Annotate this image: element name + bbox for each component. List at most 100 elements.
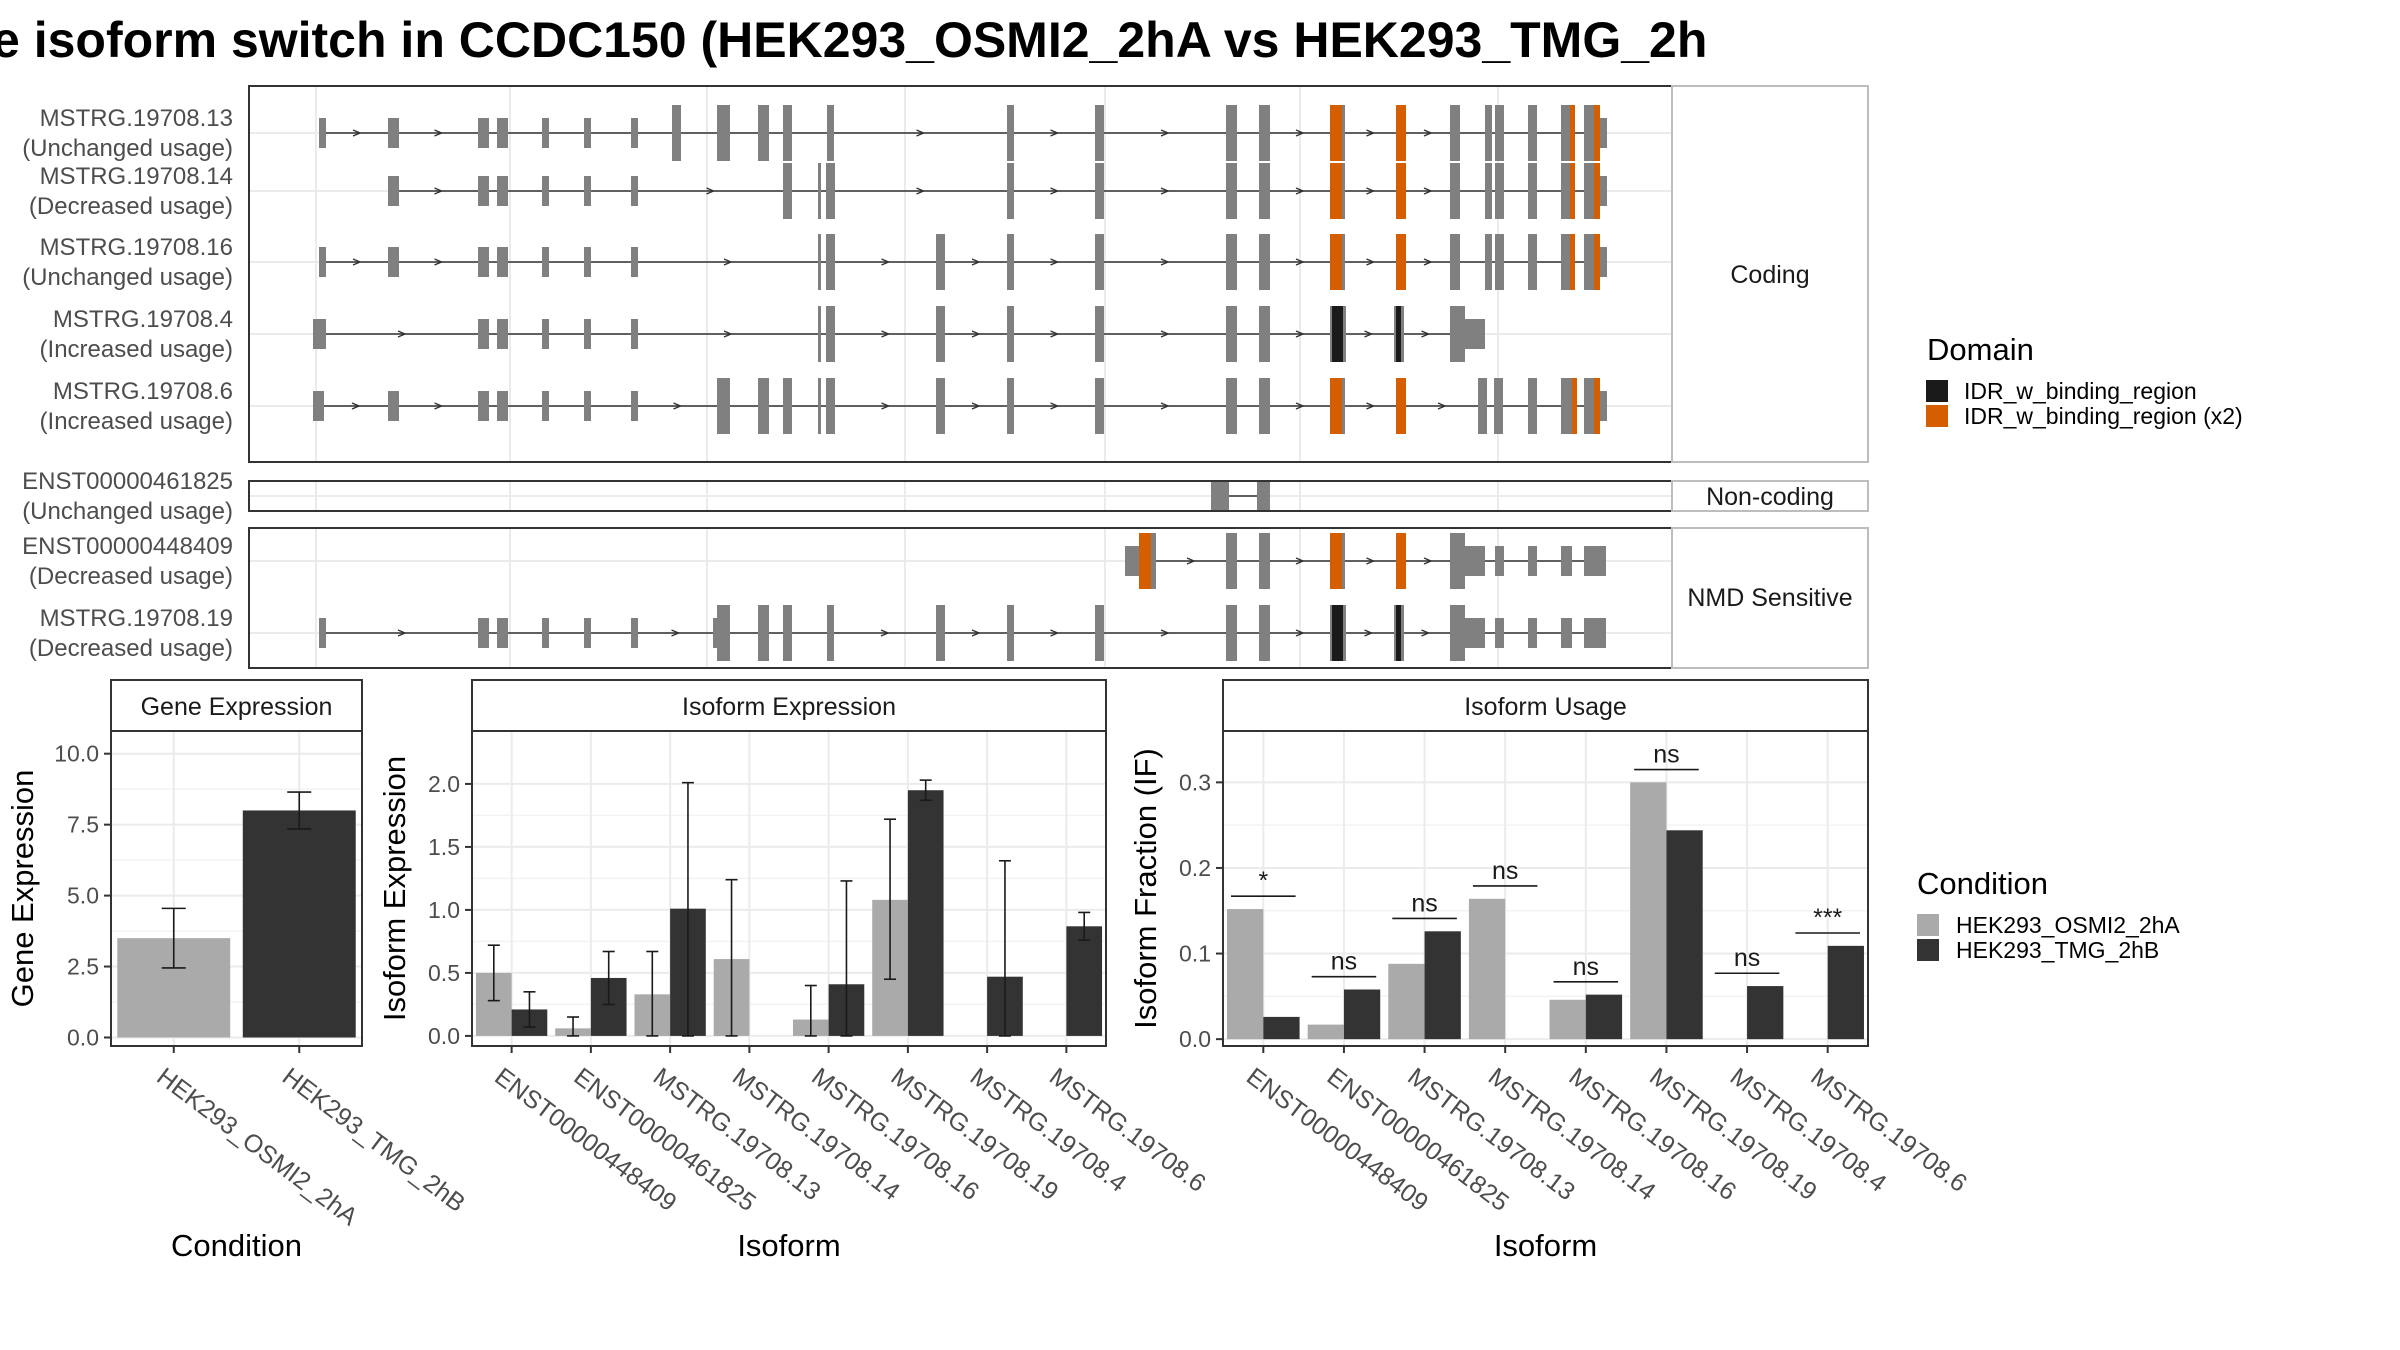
significance-label: * bbox=[1258, 867, 1268, 895]
strand-arrow bbox=[1366, 129, 1376, 137]
exon-block bbox=[1485, 234, 1492, 290]
x-axis-title: Isoform bbox=[737, 1228, 840, 1263]
exon-block bbox=[1450, 533, 1465, 589]
exon-block bbox=[542, 319, 549, 349]
isoform-id-label: ENST00000448409 bbox=[22, 533, 233, 560]
strand-arrow bbox=[673, 402, 683, 410]
exon-block bbox=[1495, 163, 1504, 219]
exon-block bbox=[1226, 234, 1237, 290]
exon-block bbox=[478, 247, 489, 277]
exon-block bbox=[936, 378, 945, 434]
condition-legend-swatch bbox=[1917, 914, 1939, 936]
group-strip bbox=[1671, 480, 1869, 512]
exon-block bbox=[1561, 546, 1572, 576]
y-tick-label: 0.1 bbox=[1179, 941, 1211, 967]
strand-arrow bbox=[1050, 187, 1060, 195]
domain-block bbox=[1330, 234, 1343, 290]
isoform-row bbox=[313, 306, 1485, 362]
strand-arrow bbox=[434, 258, 444, 266]
strand-arrow bbox=[881, 402, 891, 410]
domain-block bbox=[1330, 533, 1343, 589]
y-tick-label: 1.0 bbox=[428, 897, 460, 923]
chart-panel-1: Isoform Expression0.00.51.01.52.0ENST000… bbox=[377, 679, 1211, 1263]
exon-block bbox=[1528, 163, 1537, 219]
exon-block bbox=[319, 247, 326, 277]
exon-block bbox=[584, 618, 591, 648]
exon-block bbox=[1095, 163, 1104, 219]
domain-block bbox=[1594, 105, 1600, 161]
strand-arrow bbox=[434, 402, 444, 410]
strand-arrow bbox=[1423, 258, 1433, 266]
domain-block bbox=[1396, 306, 1401, 362]
exon-block bbox=[388, 391, 399, 421]
strand-arrow bbox=[1160, 258, 1170, 266]
exon-block bbox=[1584, 378, 1595, 434]
y-tick-label: 2.0 bbox=[428, 771, 460, 797]
y-axis-title: Isoform Fraction (IF) bbox=[1128, 748, 1163, 1029]
domain-legend-label: IDR_w_binding_region (x2) bbox=[1964, 403, 2243, 429]
domain-block bbox=[1396, 378, 1406, 434]
exon-block bbox=[1478, 378, 1487, 434]
exon-block bbox=[717, 605, 730, 661]
y-tick-label: 10.0 bbox=[54, 741, 99, 767]
strand-arrow bbox=[1186, 557, 1196, 565]
isoform-group-non-coding: Non-coding bbox=[248, 480, 1869, 512]
isoform-id-label: MSTRG.19708.4 bbox=[53, 306, 233, 333]
isoform-id-label: ENST00000461825 bbox=[22, 468, 233, 495]
exon-block bbox=[478, 618, 489, 648]
bar bbox=[1585, 994, 1623, 1040]
strand-arrow bbox=[1295, 330, 1305, 338]
exon-block bbox=[1095, 105, 1104, 161]
bar bbox=[907, 790, 944, 1036]
domain-legend-swatch bbox=[1926, 380, 1948, 402]
bar bbox=[1424, 931, 1461, 1040]
exon-block bbox=[818, 163, 821, 219]
group-strip-label: NMD Sensitive bbox=[1687, 584, 1852, 612]
exon-block bbox=[1211, 481, 1229, 511]
exon-block bbox=[826, 234, 835, 290]
strand-arrow bbox=[1295, 258, 1305, 266]
strand-arrow bbox=[397, 629, 407, 637]
exon-block bbox=[584, 319, 591, 349]
exon-block bbox=[758, 605, 769, 661]
exon-block bbox=[542, 176, 549, 206]
y-tick-label: 0.0 bbox=[67, 1024, 99, 1050]
exon-block bbox=[1095, 306, 1104, 362]
strand-arrow bbox=[1295, 557, 1305, 565]
exon-block bbox=[1007, 378, 1014, 434]
exon-block bbox=[497, 118, 508, 148]
group-strip bbox=[1671, 527, 1869, 669]
strand-arrow bbox=[723, 258, 733, 266]
x-axis-title: Condition bbox=[171, 1228, 302, 1263]
exon-block bbox=[1600, 391, 1607, 421]
exon-block bbox=[1485, 163, 1492, 219]
condition-legend-label: HEK293_OSMI2_2hA bbox=[1956, 912, 2180, 938]
strand-arrow bbox=[971, 330, 981, 338]
exon-block bbox=[818, 378, 821, 434]
strand-arrow bbox=[1160, 402, 1170, 410]
exon-block bbox=[1342, 533, 1345, 589]
bar bbox=[1827, 945, 1864, 1040]
strand-arrow bbox=[1366, 402, 1376, 410]
strand-arrow bbox=[1366, 187, 1376, 195]
exon-block bbox=[478, 391, 489, 421]
exon-block bbox=[1226, 105, 1237, 161]
condition-legend-swatch bbox=[1917, 939, 1939, 961]
isoform-usage-label: (Increased usage) bbox=[40, 336, 233, 363]
group-strip-label: Coding bbox=[1730, 261, 1809, 289]
significance-label: ns bbox=[1653, 741, 1679, 769]
domain-block bbox=[1570, 105, 1575, 161]
exon-block bbox=[1584, 546, 1606, 576]
strand-arrow bbox=[971, 258, 981, 266]
panel-strip bbox=[1222, 679, 1869, 732]
exon-block bbox=[758, 378, 769, 434]
exon-block bbox=[1495, 234, 1504, 290]
strand-arrow bbox=[881, 330, 891, 338]
panel-title: Gene Expression bbox=[141, 693, 333, 721]
isoform-row bbox=[319, 605, 1606, 661]
exon-block bbox=[1584, 618, 1606, 648]
exon-block bbox=[827, 163, 834, 219]
exon-block bbox=[827, 605, 834, 661]
bar bbox=[1227, 909, 1264, 1040]
exon-block bbox=[1465, 618, 1485, 648]
